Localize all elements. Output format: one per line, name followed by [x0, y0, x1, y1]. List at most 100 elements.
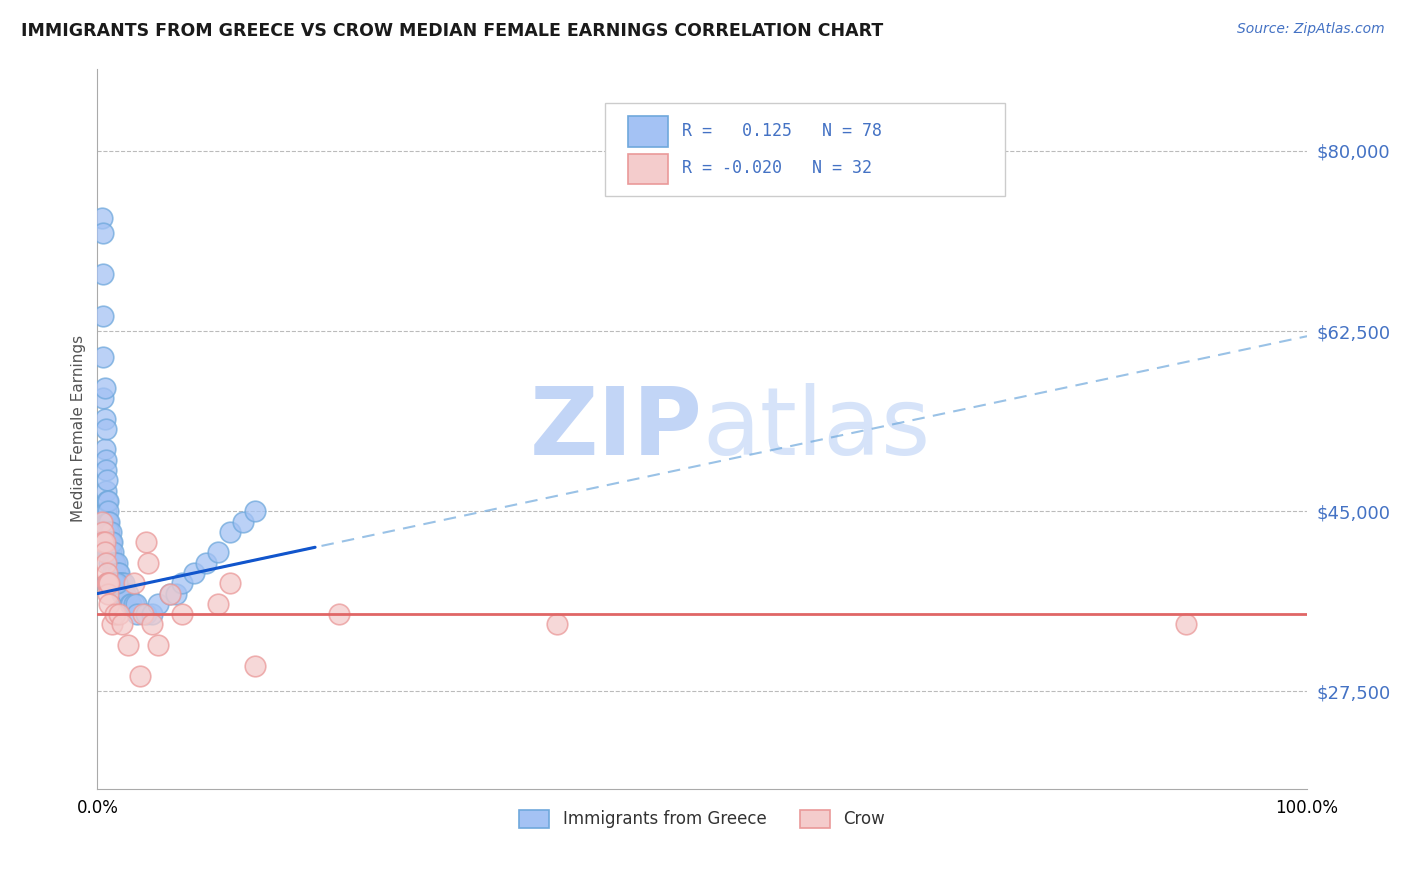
- Point: [231, 515, 253, 529]
- Point: [96, 576, 118, 591]
- Point: [243, 658, 266, 673]
- Point: [94, 556, 117, 570]
- Point: [105, 556, 128, 570]
- Point: [108, 566, 131, 580]
- Point: [98, 576, 121, 591]
- Point: [546, 617, 568, 632]
- Point: [125, 597, 148, 611]
- Point: [98, 576, 121, 591]
- Point: [243, 504, 266, 518]
- Point: [122, 597, 145, 611]
- Point: [195, 556, 218, 570]
- Point: [105, 576, 128, 591]
- Point: [219, 524, 242, 539]
- Point: [93, 535, 115, 549]
- Point: [91, 211, 114, 225]
- Point: [96, 515, 118, 529]
- Point: [93, 545, 115, 559]
- Point: [100, 524, 122, 539]
- Point: [97, 545, 120, 559]
- Point: [104, 607, 127, 622]
- Point: [96, 524, 118, 539]
- Text: Source: ZipAtlas.com: Source: ZipAtlas.com: [1237, 22, 1385, 37]
- Point: [135, 607, 157, 622]
- Point: [97, 524, 120, 539]
- Point: [98, 556, 121, 570]
- Point: [170, 576, 193, 591]
- Point: [112, 586, 135, 600]
- Point: [98, 545, 121, 559]
- Point: [110, 576, 132, 591]
- Point: [141, 607, 163, 622]
- Point: [135, 535, 157, 549]
- Point: [146, 638, 169, 652]
- Point: [110, 617, 132, 632]
- Point: [328, 607, 350, 622]
- Point: [146, 597, 169, 611]
- Text: R = -0.020   N = 32: R = -0.020 N = 32: [682, 159, 872, 177]
- Point: [101, 545, 124, 559]
- Point: [94, 504, 117, 518]
- Point: [93, 411, 115, 425]
- Point: [117, 586, 139, 600]
- Text: R =   0.125   N = 78: R = 0.125 N = 78: [682, 122, 882, 140]
- Point: [110, 586, 132, 600]
- Point: [108, 576, 131, 591]
- Point: [91, 515, 114, 529]
- Point: [98, 515, 121, 529]
- Point: [93, 535, 115, 549]
- Point: [207, 545, 229, 559]
- Point: [122, 576, 145, 591]
- Point: [165, 586, 187, 600]
- Point: [110, 576, 132, 591]
- Point: [93, 524, 115, 539]
- Point: [100, 535, 122, 549]
- Point: [93, 391, 115, 405]
- Point: [97, 515, 120, 529]
- Point: [219, 576, 242, 591]
- Point: [104, 566, 127, 580]
- Point: [117, 638, 139, 652]
- Point: [96, 494, 118, 508]
- Point: [108, 607, 131, 622]
- Point: [97, 586, 120, 600]
- Point: [93, 442, 115, 457]
- Point: [101, 566, 124, 580]
- Point: [103, 576, 125, 591]
- Point: [94, 483, 117, 498]
- Point: [159, 586, 181, 600]
- Point: [1175, 617, 1198, 632]
- Point: [98, 524, 121, 539]
- Point: [101, 556, 124, 570]
- Point: [100, 545, 122, 559]
- Point: [170, 607, 193, 622]
- Point: [136, 556, 159, 570]
- Point: [98, 597, 121, 611]
- Point: [94, 463, 117, 477]
- Y-axis label: Median Female Earnings: Median Female Earnings: [72, 335, 86, 523]
- Point: [101, 535, 124, 549]
- Point: [118, 597, 141, 611]
- Point: [114, 586, 136, 600]
- Point: [101, 576, 124, 591]
- Point: [93, 381, 115, 395]
- Point: [94, 422, 117, 436]
- Point: [97, 576, 120, 591]
- Text: ZIP: ZIP: [529, 383, 702, 475]
- Point: [101, 617, 124, 632]
- Point: [103, 556, 125, 570]
- Point: [93, 309, 115, 323]
- Point: [128, 669, 150, 683]
- Text: atlas: atlas: [702, 383, 931, 475]
- Point: [96, 576, 118, 591]
- Point: [104, 576, 127, 591]
- Point: [141, 617, 163, 632]
- Point: [127, 607, 149, 622]
- Point: [93, 268, 115, 282]
- Point: [97, 504, 120, 518]
- Text: IMMIGRANTS FROM GREECE VS CROW MEDIAN FEMALE EARNINGS CORRELATION CHART: IMMIGRANTS FROM GREECE VS CROW MEDIAN FE…: [21, 22, 883, 40]
- Point: [100, 576, 122, 591]
- Point: [183, 566, 205, 580]
- Point: [120, 597, 142, 611]
- Point: [98, 535, 121, 549]
